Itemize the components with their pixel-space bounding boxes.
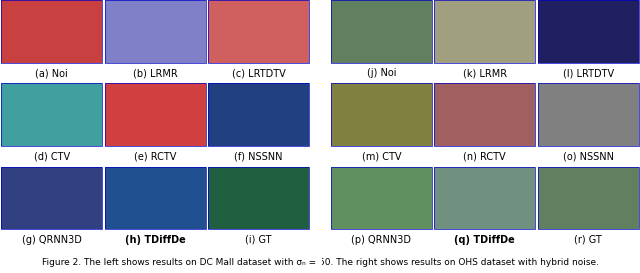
Bar	[435, 0, 535, 63]
Text: (d) CTV: (d) CTV	[34, 151, 70, 161]
Bar	[538, 0, 639, 63]
Text: (l) LRTDTV: (l) LRTDTV	[563, 68, 614, 78]
Bar	[1, 83, 102, 146]
Bar	[105, 83, 205, 146]
Bar	[1, 167, 102, 229]
Text: (k) LRMR: (k) LRMR	[463, 68, 507, 78]
Bar	[435, 83, 535, 146]
Bar	[208, 167, 309, 229]
Bar	[435, 0, 535, 63]
Bar	[105, 0, 205, 63]
Text: (n) RCTV: (n) RCTV	[463, 151, 506, 161]
Bar	[208, 0, 309, 63]
Text: (r) GT: (r) GT	[574, 235, 602, 245]
Bar	[538, 83, 639, 146]
Text: Figure 2. The left shows results on DC Mall dataset with σₙ = 50. The right show: Figure 2. The left shows results on DC M…	[42, 258, 598, 267]
Bar	[208, 167, 309, 229]
Text: (p) QRNN3D: (p) QRNN3D	[351, 235, 412, 245]
Bar	[538, 167, 639, 229]
Text: (a) Noi: (a) Noi	[35, 68, 68, 78]
Bar	[1, 167, 102, 229]
Text: (m) CTV: (m) CTV	[362, 151, 401, 161]
Bar	[435, 167, 535, 229]
Bar	[208, 83, 309, 146]
Bar	[105, 167, 205, 229]
Bar	[331, 167, 432, 229]
Text: (i) GT: (i) GT	[245, 235, 272, 245]
Bar	[331, 0, 432, 63]
Bar	[435, 167, 535, 229]
Text: (b) LRMR: (b) LRMR	[133, 68, 177, 78]
Text: (h) TDiffDe: (h) TDiffDe	[125, 235, 186, 245]
Bar	[331, 0, 432, 63]
Text: (o) NSSNN: (o) NSSNN	[563, 151, 614, 161]
Bar	[331, 83, 432, 146]
Bar	[435, 83, 535, 146]
Bar	[105, 0, 205, 63]
Bar	[1, 0, 102, 63]
Bar	[208, 0, 309, 63]
Bar	[105, 167, 205, 229]
Text: (c) LRTDTV: (c) LRTDTV	[232, 68, 285, 78]
Bar	[538, 167, 639, 229]
Bar	[331, 83, 432, 146]
Text: (g) QRNN3D: (g) QRNN3D	[22, 235, 82, 245]
Bar	[331, 167, 432, 229]
Bar	[538, 83, 639, 146]
Bar	[1, 0, 102, 63]
Bar	[1, 83, 102, 146]
Bar	[538, 0, 639, 63]
Text: (f) NSSNN: (f) NSSNN	[234, 151, 283, 161]
Text: (q) TDiffDe: (q) TDiffDe	[454, 235, 515, 245]
Bar	[208, 83, 309, 146]
Text: (e) RCTV: (e) RCTV	[134, 151, 177, 161]
Bar	[105, 83, 205, 146]
Text: (j) Noi: (j) Noi	[367, 68, 396, 78]
